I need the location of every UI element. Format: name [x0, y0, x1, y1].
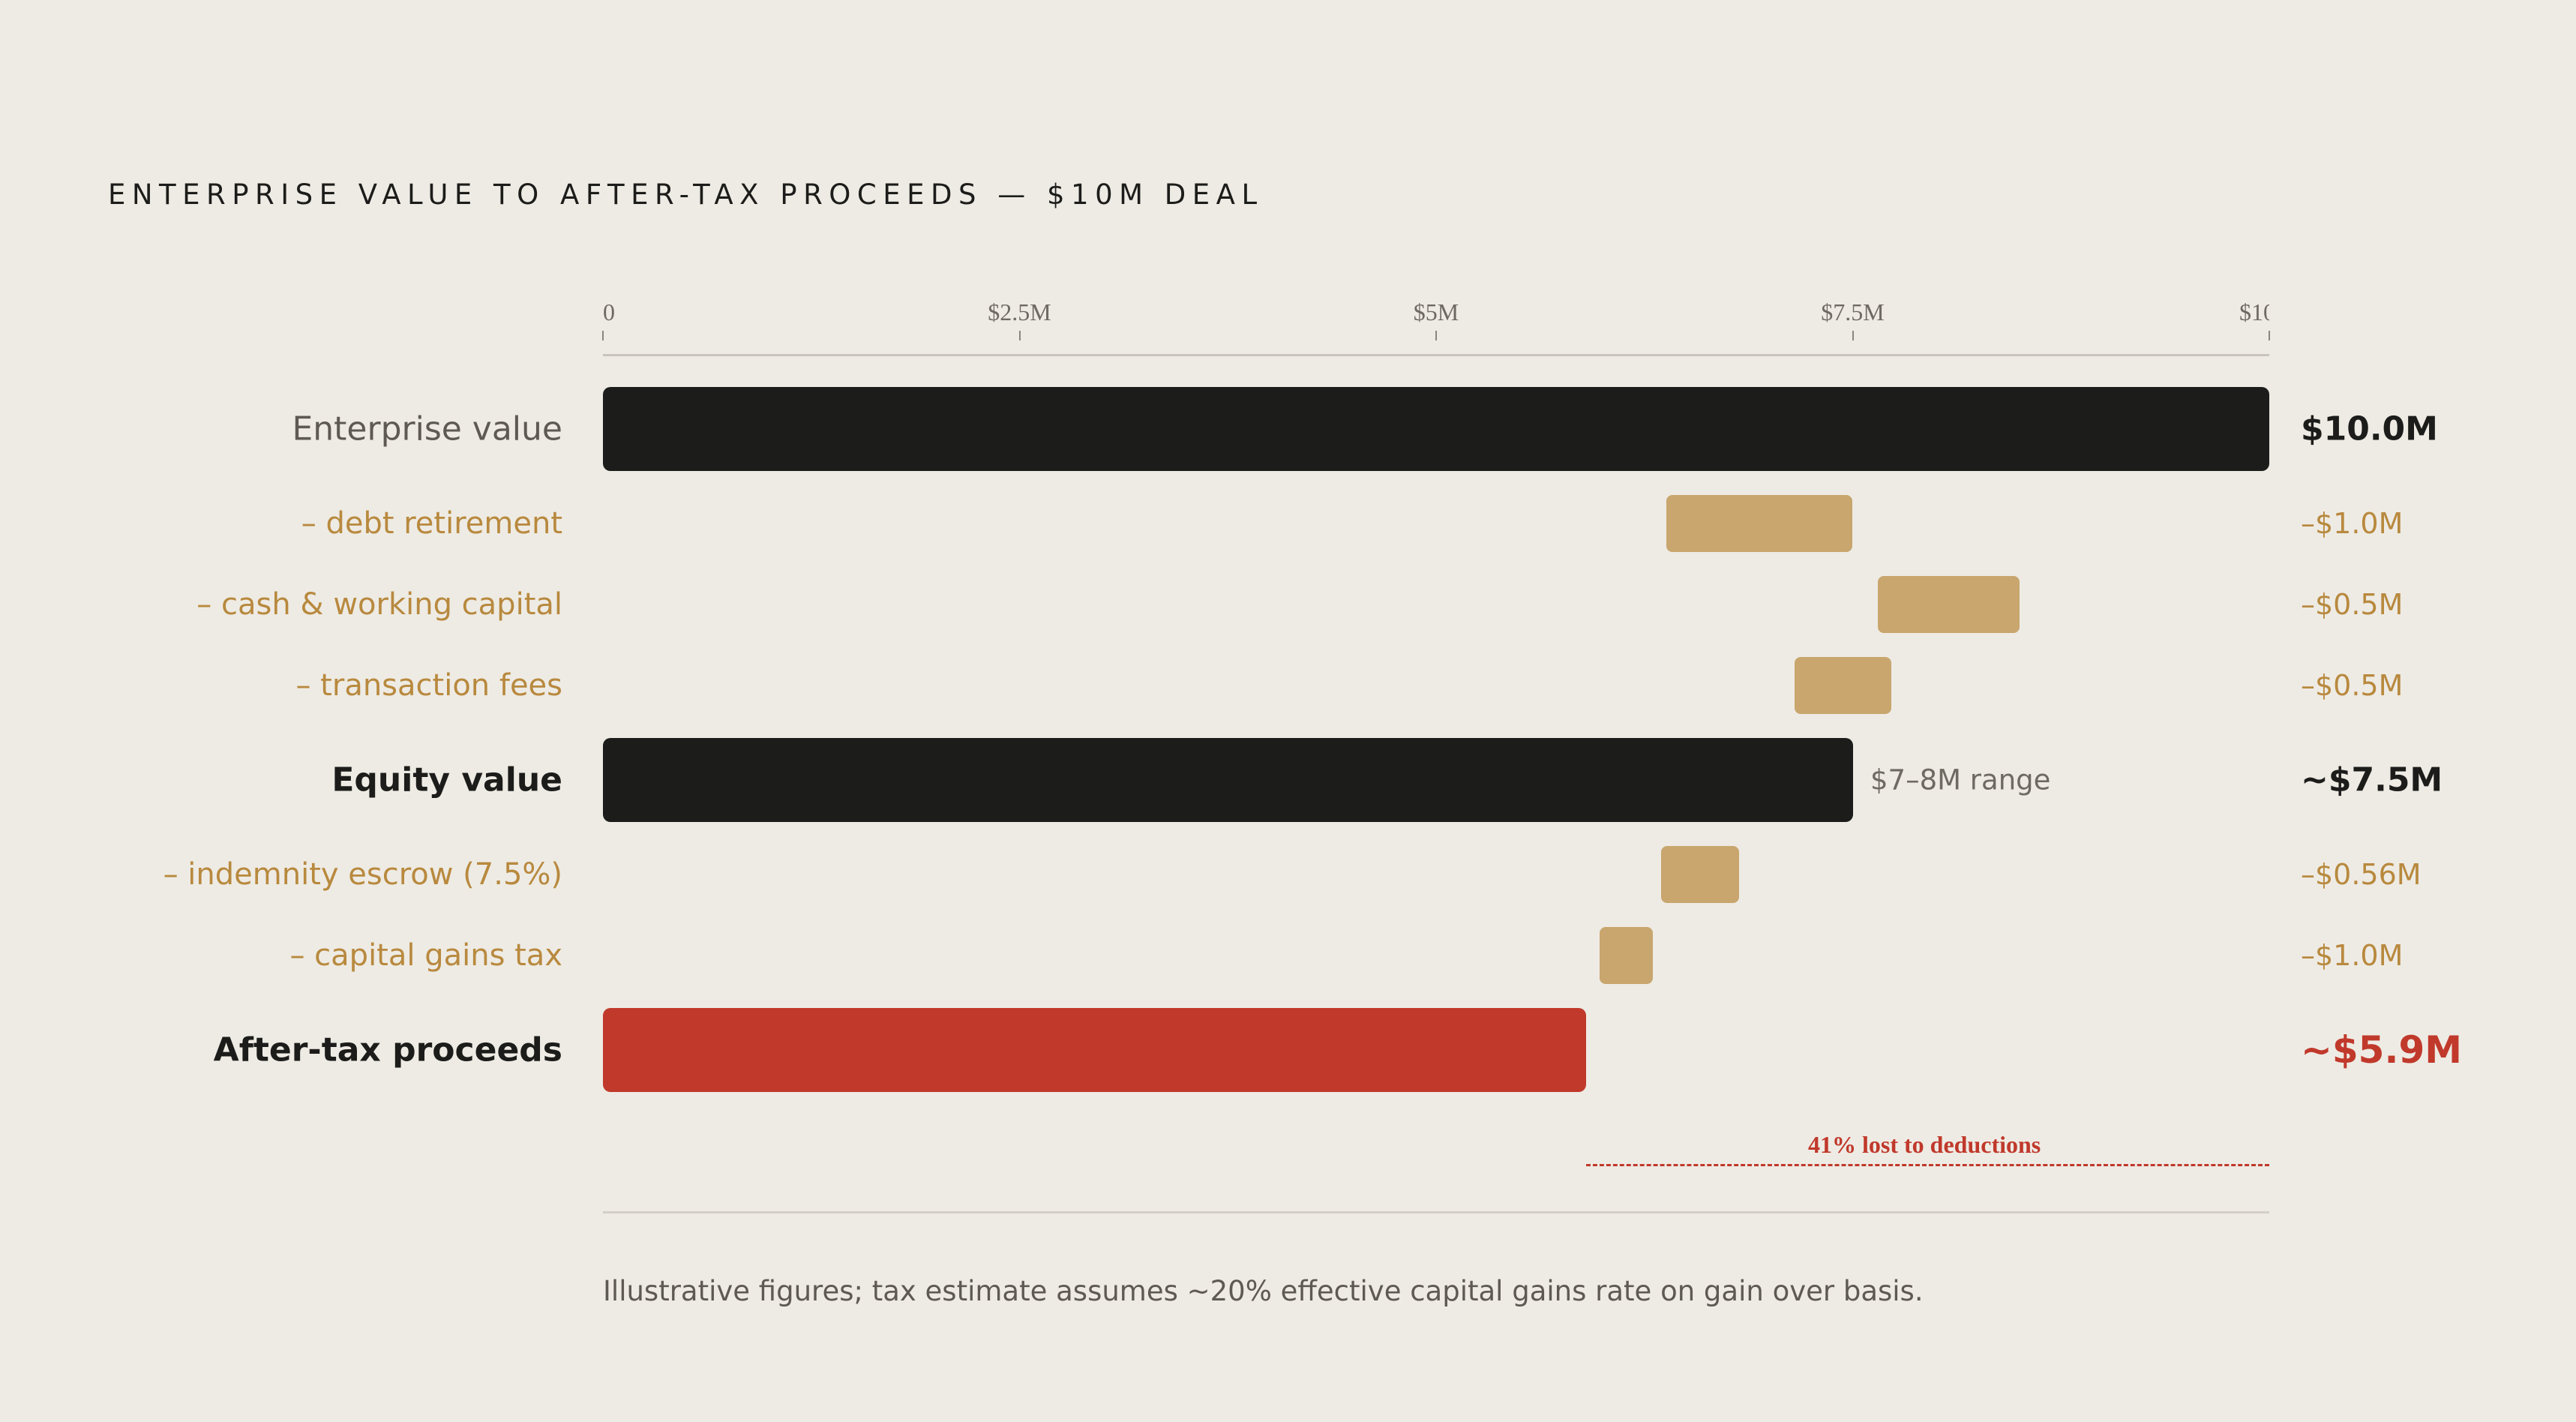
x-tick-label: $2.5M — [988, 298, 1051, 326]
row-label: Equity value — [331, 760, 562, 800]
bottom-divider — [603, 1211, 2269, 1214]
row-label: After-tax proceeds — [213, 1030, 562, 1070]
deduction-bar — [1877, 576, 2020, 633]
loss-annotation: 41% lost to deductions — [1808, 1131, 2041, 1158]
subtotal-bar — [603, 738, 1853, 822]
row-label: – capital gains tax — [289, 938, 562, 973]
x-tick-label: $7.5M — [1821, 298, 1885, 326]
row-value: ~$5.9M — [2301, 1028, 2463, 1072]
result-bar — [603, 1008, 1586, 1092]
x-tick-label: $5M — [1413, 298, 1459, 326]
x-tick-label: 0 — [603, 298, 615, 326]
row-value: ~$7.5M — [2301, 760, 2443, 800]
x-tick-label: $10M — [2239, 298, 2269, 326]
row-value: –$0.5M — [2301, 669, 2404, 702]
x-tick-mark — [2269, 331, 2270, 340]
row-label: Enterprise value — [292, 410, 562, 448]
loss-annotation-line — [1586, 1164, 2269, 1166]
row-label: – cash & working capital — [196, 587, 562, 622]
row-value: –$1.0M — [2301, 507, 2404, 540]
range-annotation: $7–8M range — [1870, 764, 2051, 796]
x-tick-mark — [1018, 331, 1021, 340]
x-tick-mark — [602, 331, 604, 340]
row-value: –$0.56M — [2301, 858, 2422, 891]
deduction-bar — [1666, 495, 1853, 552]
row-label: – transaction fees — [295, 668, 562, 703]
row-value: $10.0M — [2301, 410, 2438, 448]
row-value: –$1.0M — [2301, 939, 2404, 972]
chart-title: ENTERPRISE VALUE TO AFTER-TAX PROCEEDS —… — [108, 178, 1264, 211]
row-label: – debt retirement — [301, 506, 562, 541]
row-value: –$0.5M — [2301, 588, 2404, 621]
total-bar — [603, 387, 2269, 471]
x-tick-mark — [1852, 331, 1854, 340]
row-label: – indemnity escrow (7.5%) — [163, 857, 562, 892]
x-tick-mark — [1435, 331, 1437, 340]
deduction-bar — [1794, 657, 1891, 714]
footnote: Illustrative figures; tax estimate assum… — [603, 1275, 1924, 1307]
deduction-bar — [1660, 846, 1740, 903]
deduction-bar — [1599, 927, 1653, 984]
x-axis-line — [603, 354, 2269, 356]
